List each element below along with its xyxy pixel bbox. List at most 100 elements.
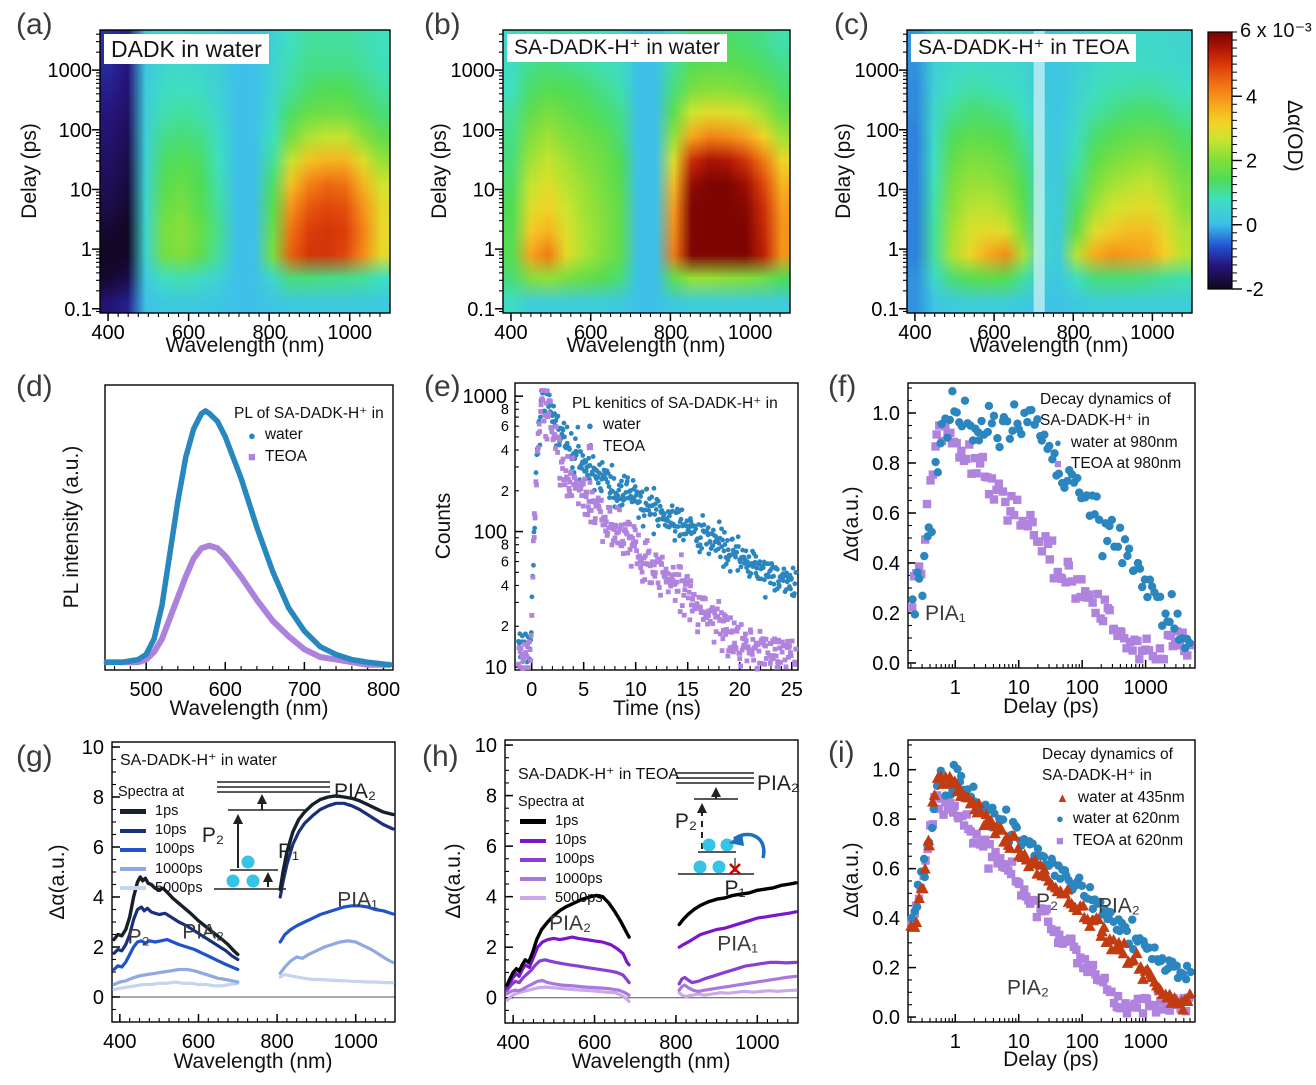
svg-text:400: 400 <box>494 322 527 344</box>
circle-marker-icon: ● <box>248 427 256 443</box>
svg-text:P₂: P₂ <box>1036 890 1058 913</box>
legend-item-label: 5000ps <box>555 889 603 906</box>
panel-a-ylabel: Delay (ps) <box>18 123 41 219</box>
legend-item: 5000ps <box>118 879 203 898</box>
svg-text:0.0: 0.0 <box>872 1007 900 1029</box>
svg-text:500: 500 <box>129 679 162 701</box>
svg-text:2: 2 <box>501 619 509 635</box>
line-swatch-icon <box>520 838 546 843</box>
svg-text:1.0: 1.0 <box>872 403 900 425</box>
legend-item-label: 1ps <box>155 803 179 820</box>
panel-a-letter: (a) <box>16 8 53 41</box>
legend-title-line2: SA-DADK-H⁺ in <box>1042 767 1152 785</box>
svg-text:PIA₂: PIA₂ <box>757 772 799 795</box>
legend-item: 5000ps <box>518 889 603 908</box>
panel-f-legend: Decay dynamics of SA-DADK-H⁺ in ● water a… <box>1040 389 1181 475</box>
svg-text:10: 10 <box>485 657 507 679</box>
svg-text:0.4: 0.4 <box>872 908 900 930</box>
svg-text:1000: 1000 <box>855 60 900 82</box>
legend-item: ● water at 620nm <box>1042 808 1185 829</box>
svg-text:1000: 1000 <box>463 386 508 408</box>
svg-text:0: 0 <box>486 988 497 1010</box>
svg-text:1: 1 <box>484 239 495 261</box>
svg-text:8: 8 <box>501 402 509 418</box>
svg-text:PIA₁: PIA₁ <box>717 932 758 955</box>
legend-item: ■ TEOA at 980nm <box>1040 453 1181 474</box>
panel-i-xlabel: Delay (ps) <box>1003 1048 1099 1071</box>
heatmap-a <box>100 30 390 313</box>
svg-text:P₂: P₂ <box>675 810 697 833</box>
legend-title: Spectra at <box>118 784 185 800</box>
line-swatch-icon <box>120 847 146 852</box>
svg-text:100: 100 <box>474 522 507 544</box>
panel-i-legend: Decay dynamics of SA-DADK-H⁺ in ▲ water a… <box>1042 744 1185 851</box>
svg-text:P₂: P₂ <box>202 824 224 847</box>
svg-text:PIA₂: PIA₂ <box>182 921 224 944</box>
legend-item: 1000ps <box>518 870 603 889</box>
line-swatch-icon <box>120 828 146 833</box>
legend-item: ■ TEOA <box>572 436 778 457</box>
legend-item-label: 1000ps <box>155 860 203 877</box>
legend-item: ■ TEOA at 620nm <box>1042 830 1185 851</box>
line-swatch-icon <box>520 896 546 901</box>
svg-text:1000: 1000 <box>333 1031 378 1053</box>
panel-f-xlabel: Delay (ps) <box>1003 695 1099 718</box>
svg-text:2: 2 <box>486 937 497 959</box>
svg-text:800: 800 <box>367 679 400 701</box>
legend-item-label: 100ps <box>155 841 195 858</box>
svg-text:0.8: 0.8 <box>872 809 900 831</box>
legend-item: 10ps <box>518 831 603 850</box>
svg-text:0.6: 0.6 <box>872 503 900 525</box>
line-swatch-icon <box>120 867 146 872</box>
line-swatch-icon <box>520 877 546 882</box>
legend-item-label: water <box>602 416 641 434</box>
svg-text:6: 6 <box>501 419 509 435</box>
panel-e-ylabel: Counts <box>432 492 455 560</box>
svg-text:0.1: 0.1 <box>467 299 495 321</box>
panel-c-map-title: SA-DADK-H⁺ in TEOA <box>911 34 1137 63</box>
legend-item: ▲ water at 435nm <box>1042 787 1185 808</box>
panel-h-xlabel: Wavelength (nm) <box>571 1050 731 1073</box>
line-swatch-icon <box>120 809 146 815</box>
square-marker-icon: ■ <box>1056 832 1064 848</box>
panel-g-xlabel: Wavelength (nm) <box>173 1050 333 1073</box>
svg-text:2: 2 <box>93 937 104 959</box>
legend-item-label: 1000ps <box>555 870 603 887</box>
svg-text:0.1: 0.1 <box>871 299 899 321</box>
svg-text:4: 4 <box>486 887 497 909</box>
svg-text:0: 0 <box>1246 215 1257 237</box>
svg-text:400: 400 <box>496 1032 529 1054</box>
legend-item-label: 1ps <box>555 813 579 830</box>
legend-item: ● water <box>234 424 384 445</box>
svg-text:10: 10 <box>475 735 497 757</box>
panel-i-letter: (i) <box>828 736 855 769</box>
svg-text:0.0: 0.0 <box>872 653 900 675</box>
panel-b-letter: (b) <box>424 8 461 41</box>
svg-text:1000: 1000 <box>1123 677 1168 699</box>
panel-h-ylabel: Δα(a.u.) <box>442 843 465 919</box>
legend-item-label: water <box>264 426 303 444</box>
colorbar-max-label: 6 x 10⁻³ <box>1240 20 1312 42</box>
line-swatch-icon <box>520 819 546 825</box>
legend-item-label: water at 620nm <box>1072 810 1180 828</box>
svg-text:0: 0 <box>526 679 537 701</box>
svg-text:1000: 1000 <box>327 322 372 344</box>
panel-e-letter: (e) <box>424 370 461 403</box>
svg-text:4: 4 <box>501 443 509 459</box>
svg-text:1000: 1000 <box>1123 1031 1168 1053</box>
legend-item: 10ps <box>118 821 203 840</box>
svg-text:PIA₁: PIA₁ <box>925 602 966 625</box>
svg-text:400: 400 <box>898 322 931 344</box>
panel-b-map-title: SA-DADK-H⁺ in water <box>507 34 727 63</box>
panel-g-title: SA-DADK-H⁺ in water <box>120 752 277 769</box>
panel-d-legend: PL of SA-DADK-H⁺ in ● water ■ TEOA <box>234 403 384 467</box>
panel-a-xlabel: Wavelength (nm) <box>165 334 325 357</box>
svg-text:1: 1 <box>950 677 961 699</box>
svg-text:1000: 1000 <box>451 60 496 82</box>
legend-item-label: TEOA at 980nm <box>1070 455 1182 473</box>
svg-text:0.1: 0.1 <box>64 299 92 321</box>
legend-item: 100ps <box>118 840 203 859</box>
svg-text:10: 10 <box>82 737 104 759</box>
svg-text:25: 25 <box>781 679 803 701</box>
panel-e-legend: PL kenitics of SA-DADK-H⁺ in ● water ■ TEO… <box>572 393 778 457</box>
